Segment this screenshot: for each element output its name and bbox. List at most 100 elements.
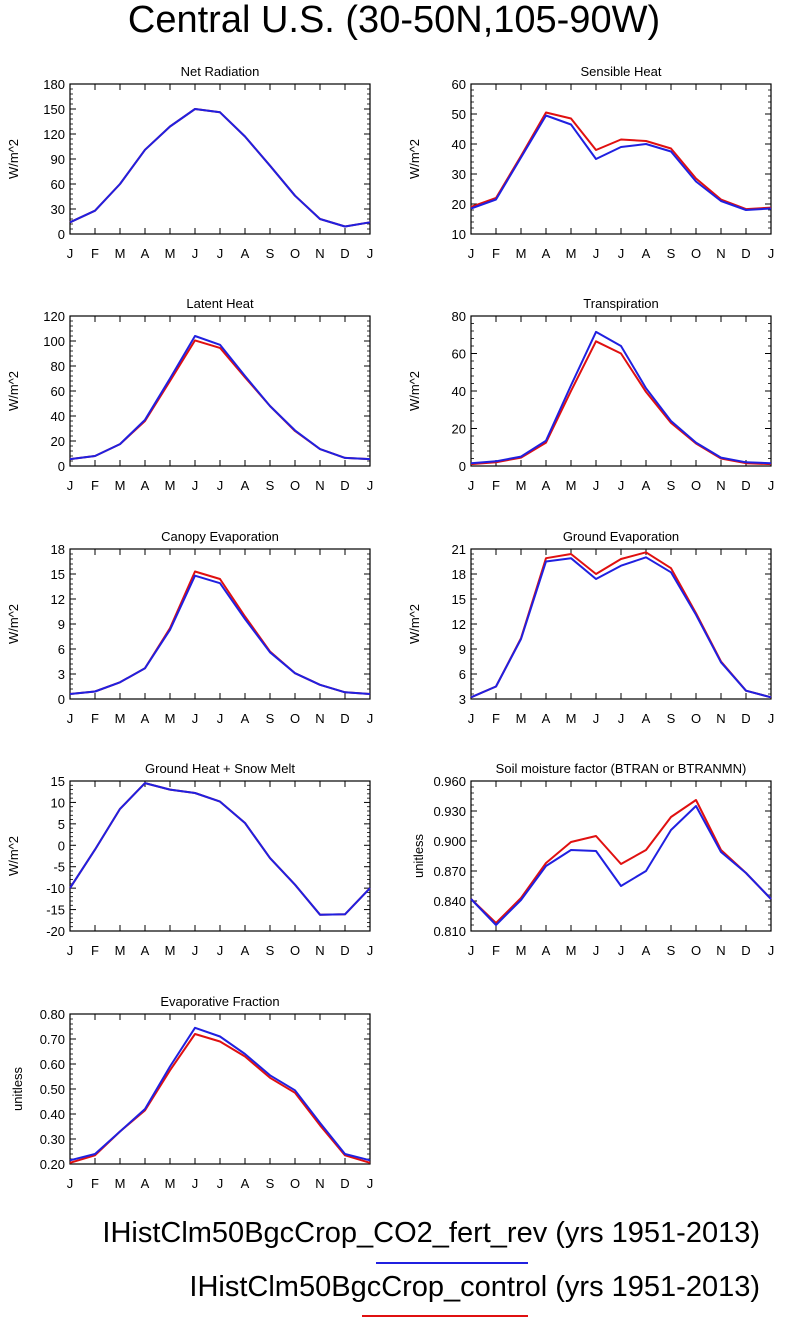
panel-title: Transpiration: [583, 296, 658, 311]
x-tick-label: A: [141, 943, 150, 958]
x-tick-label: A: [542, 246, 551, 261]
x-tick-label: F: [91, 711, 99, 726]
y-tick-label: 60: [51, 384, 65, 399]
plot-frame: [69, 315, 371, 467]
plot-frame: [470, 83, 772, 235]
x-tick-label: S: [266, 711, 275, 726]
y-axis-label: W/m^2: [6, 139, 21, 179]
y-tick-label: 40: [51, 409, 65, 424]
legend-label-2: IHistClm50BgcCrop_control (yrs 1951-2013…: [189, 1271, 760, 1303]
series-line-control: [69, 339, 371, 461]
y-tick-label: 15: [452, 592, 466, 607]
x-tick-label: J: [468, 943, 475, 958]
x-tick-label: O: [290, 478, 300, 493]
series-line-control: [470, 340, 772, 466]
y-axis-label: W/m^2: [407, 139, 422, 179]
y-tick-label: 0.80: [40, 1007, 65, 1022]
x-tick-label: N: [315, 943, 324, 958]
y-tick-label: 21: [452, 542, 466, 557]
x-tick-label: F: [91, 478, 99, 493]
panel-title: Net Radiation: [181, 64, 260, 79]
y-axis-label: unitless: [411, 833, 426, 878]
x-tick-label: M: [165, 246, 176, 261]
y-tick-label: 0.930: [433, 804, 466, 819]
x-tick-label: M: [165, 943, 176, 958]
y-tick-label: 0: [58, 227, 65, 242]
x-tick-label: N: [716, 711, 725, 726]
x-tick-label: D: [340, 246, 349, 261]
x-tick-label: O: [290, 1176, 300, 1191]
x-tick-label: D: [741, 478, 750, 493]
y-tick-label: 30: [51, 202, 65, 217]
x-tick-label: A: [141, 1176, 150, 1191]
x-tick-label: F: [91, 1176, 99, 1191]
series-line-co2-fert-rev: [470, 114, 772, 211]
x-tick-label: A: [141, 478, 150, 493]
x-tick-label: N: [716, 478, 725, 493]
panel-title: Sensible Heat: [581, 64, 662, 79]
y-tick-label: 60: [51, 177, 65, 192]
x-tick-label: O: [691, 246, 701, 261]
x-tick-label: O: [691, 478, 701, 493]
x-tick-label: J: [217, 246, 224, 261]
y-tick-label: 50: [452, 107, 466, 122]
x-tick-label: M: [115, 943, 126, 958]
y-tick-label: -15: [46, 903, 65, 918]
y-tick-label: 60: [452, 347, 466, 362]
x-tick-label: N: [716, 943, 725, 958]
x-tick-label: A: [642, 711, 651, 726]
series-line-control: [69, 1033, 371, 1164]
x-tick-label: A: [241, 478, 250, 493]
y-axis-label: W/m^2: [6, 836, 21, 876]
y-tick-label: 150: [43, 102, 65, 117]
x-tick-label: J: [367, 711, 374, 726]
y-tick-label: 10: [51, 795, 65, 810]
x-tick-label: M: [115, 1176, 126, 1191]
y-axis-label: W/m^2: [407, 604, 422, 644]
y-tick-label: 80: [452, 309, 466, 324]
x-tick-label: M: [516, 478, 527, 493]
x-tick-label: M: [165, 478, 176, 493]
y-tick-label: 0.60: [40, 1057, 65, 1072]
x-tick-label: J: [217, 478, 224, 493]
x-tick-label: J: [367, 478, 374, 493]
y-tick-label: 80: [51, 359, 65, 374]
y-tick-label: 15: [51, 567, 65, 582]
plot-frame: [470, 315, 772, 467]
x-tick-label: M: [115, 478, 126, 493]
x-tick-label: S: [667, 246, 676, 261]
x-tick-label: J: [768, 246, 775, 261]
x-tick-label: A: [542, 478, 551, 493]
y-tick-label: 3: [58, 667, 65, 682]
x-tick-label: S: [266, 478, 275, 493]
y-tick-label: 12: [51, 592, 65, 607]
y-tick-label: -10: [46, 881, 65, 896]
x-tick-label: N: [315, 711, 324, 726]
x-tick-label: J: [618, 478, 625, 493]
chart-panel-7: Ground Heat + Snow Melt W/m^2 -20 -15 -10 -5 0…: [6, 761, 373, 958]
x-tick-label: J: [593, 943, 600, 958]
x-tick-label: M: [516, 246, 527, 261]
y-tick-label: 12: [452, 617, 466, 632]
y-tick-label: 0.50: [40, 1082, 65, 1097]
x-tick-label: J: [367, 943, 374, 958]
x-tick-label: J: [67, 1176, 74, 1191]
legend-entry-1: IHistClm50BgcCrop_CO2_fert_rev (yrs 1951…: [0, 1216, 788, 1252]
x-tick-label: D: [741, 711, 750, 726]
y-tick-label: 0.870: [433, 864, 466, 879]
panel-title: Canopy Evaporation: [161, 529, 279, 544]
x-tick-label: J: [192, 246, 199, 261]
series-line-co2-fert-rev: [470, 805, 772, 926]
x-tick-label: J: [468, 246, 475, 261]
y-tick-label: 90: [51, 152, 65, 167]
y-tick-label: 0.960: [433, 774, 466, 789]
x-tick-label: A: [141, 711, 150, 726]
x-tick-label: A: [141, 246, 150, 261]
panel-title: Ground Evaporation: [563, 529, 679, 544]
y-tick-label: 0.30: [40, 1132, 65, 1147]
x-tick-label: M: [165, 711, 176, 726]
x-tick-label: D: [340, 711, 349, 726]
y-tick-label: 40: [452, 137, 466, 152]
